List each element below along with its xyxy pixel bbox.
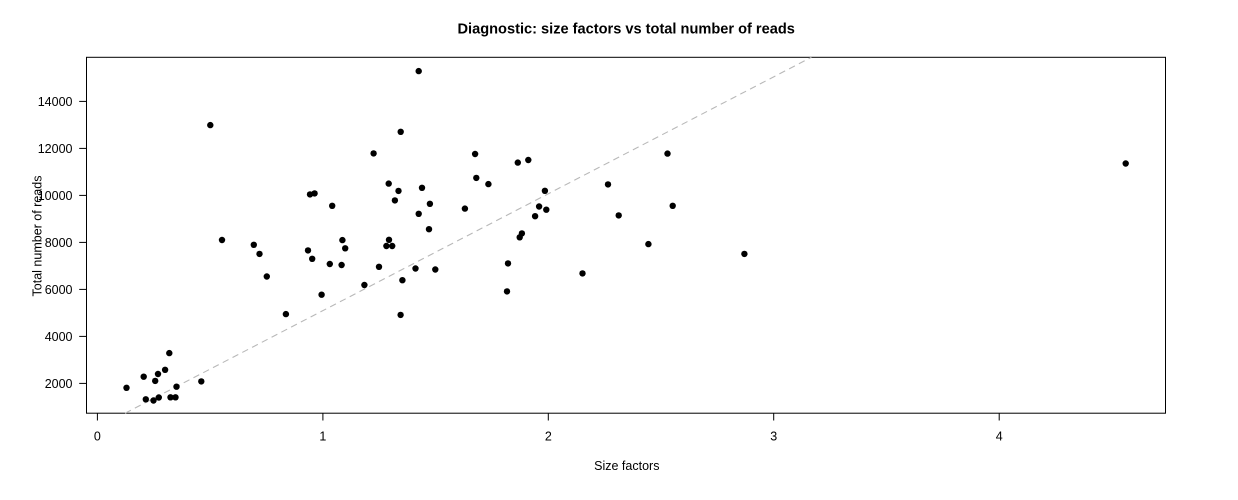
svg-text:2: 2 — [545, 430, 552, 444]
svg-text:3: 3 — [770, 430, 777, 444]
svg-text:12000: 12000 — [38, 142, 73, 156]
svg-text:Size factors: Size factors — [594, 459, 659, 473]
svg-text:Diagnostic: size factors vs to: Diagnostic: size factors vs total number… — [458, 22, 795, 38]
svg-text:8000: 8000 — [45, 236, 73, 250]
svg-text:4000: 4000 — [45, 330, 73, 344]
svg-text:2000: 2000 — [45, 377, 73, 391]
svg-text:6000: 6000 — [45, 283, 73, 297]
svg-text:1: 1 — [319, 430, 326, 444]
svg-text:4: 4 — [996, 430, 1003, 444]
svg-text:0: 0 — [94, 430, 101, 444]
svg-text:14000: 14000 — [38, 95, 73, 109]
svg-text:10000: 10000 — [38, 189, 73, 203]
svg-text:Total number of reads: Total number of reads — [31, 176, 45, 297]
